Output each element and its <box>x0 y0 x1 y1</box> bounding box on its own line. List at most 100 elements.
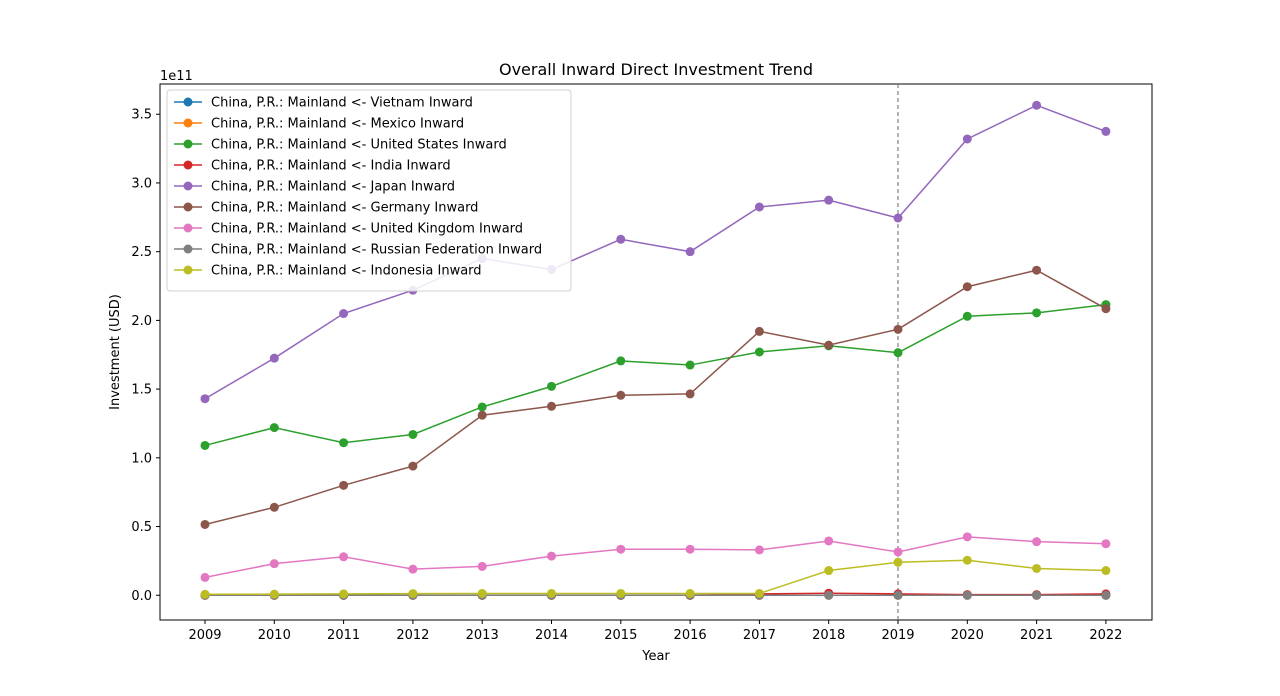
plot-area: 2009 2010 2011 2012 2013 2014 2015 2016 2017 2018… <box>131 83 1153 643</box>
data-point <box>477 402 487 412</box>
data-point <box>547 551 556 561</box>
data-point <box>200 589 210 599</box>
legend-entry: China, P.R.: Mainland <- Indonesia Inwar… <box>174 264 482 279</box>
data-point <box>547 381 556 391</box>
plot-frame <box>159 83 1153 621</box>
data-point <box>754 347 764 357</box>
x-tick-label: 2019 <box>881 628 914 643</box>
data-point <box>962 555 972 565</box>
data-point <box>339 480 349 490</box>
data-point <box>962 134 972 144</box>
data-point <box>269 423 279 433</box>
legend-label: China, P.R.: Mainland <- Indonesia Inwar… <box>211 264 482 279</box>
y-tick-label: 0.0 <box>131 589 152 604</box>
series-line <box>204 303 1106 447</box>
data-point <box>1101 304 1111 314</box>
data-point <box>1101 126 1111 136</box>
data-point <box>1032 308 1042 318</box>
legend-entry: China, P.R.: Mainland <- Russian Federat… <box>174 243 542 258</box>
x-tick-label: 2022 <box>1089 628 1122 643</box>
series-line <box>204 104 1107 400</box>
data-point <box>754 588 764 598</box>
y-tick-label: 2.5 <box>131 245 152 260</box>
data-point <box>685 389 695 399</box>
x-tick-label: 2009 <box>188 628 221 643</box>
data-point <box>893 547 903 557</box>
data-point <box>408 589 418 599</box>
legend-marker <box>183 265 193 275</box>
legend-label: China, P.R.: Mainland <- Mexico Inward <box>211 117 464 132</box>
x-tick-label: 2020 <box>951 628 984 643</box>
legend-entry: China, P.R.: Mainland <- United Kingdom … <box>174 222 523 237</box>
data-point <box>408 461 418 471</box>
data-point <box>1101 539 1111 549</box>
series-line <box>204 536 1106 579</box>
legend-marker <box>183 160 193 170</box>
data-point <box>1101 590 1111 600</box>
series-7 <box>200 590 1111 600</box>
data-point <box>616 234 626 244</box>
series-5 <box>200 265 1111 529</box>
x-tick-label: 2010 <box>258 628 291 643</box>
data-point <box>269 589 279 599</box>
data-point <box>339 552 349 562</box>
data-point <box>824 195 834 205</box>
data-point <box>200 394 210 404</box>
data-point <box>339 309 349 319</box>
x-axis-label: Year <box>641 649 670 664</box>
legend-label: China, P.R.: Mainland <- India Inward <box>211 159 451 174</box>
legend-marker <box>183 223 193 233</box>
data-point <box>824 590 834 600</box>
data-point <box>685 588 695 598</box>
data-point <box>824 340 834 350</box>
data-point <box>477 410 487 420</box>
y-offset-label: 1e11 <box>160 69 193 84</box>
chart-title: Overall Inward Direct Investment Trend <box>499 60 813 79</box>
legend-marker <box>183 139 193 149</box>
legend-marker <box>183 202 193 212</box>
data-point <box>754 545 764 555</box>
data-point <box>616 544 626 554</box>
legend-box <box>166 89 572 292</box>
data-point <box>685 360 695 370</box>
x-tick-label: 2018 <box>812 628 845 643</box>
data-point <box>339 589 349 599</box>
data-point <box>754 202 764 212</box>
series-4 <box>200 100 1111 404</box>
legend-entry: China, P.R.: Mainland <- Mexico Inward <box>174 117 464 132</box>
x-tick-label: 2017 <box>743 628 776 643</box>
data-point <box>962 311 972 321</box>
data-point <box>477 561 487 571</box>
data-point <box>893 348 903 358</box>
data-point <box>547 588 556 598</box>
y-tick-label: 1.5 <box>131 383 152 398</box>
legend-marker <box>183 97 193 107</box>
x-tick-label: 2015 <box>604 628 637 643</box>
series-6 <box>200 532 1111 582</box>
y-tick-label: 3.5 <box>131 108 152 123</box>
legend-entry: China, P.R.: Mainland <- India Inward <box>174 159 451 174</box>
data-point <box>1032 100 1042 110</box>
legend: China, P.R.: Mainland <- Vietnam Inward C… <box>166 89 572 292</box>
series-line <box>204 269 1107 526</box>
legend-entry: China, P.R.: Mainland <- United States I… <box>174 138 507 153</box>
data-point <box>200 519 210 529</box>
data-point <box>269 559 279 569</box>
data-point <box>200 440 210 450</box>
data-point <box>1032 563 1042 573</box>
data-point <box>1101 566 1111 576</box>
data-point <box>1032 537 1042 547</box>
series-2 <box>200 300 1111 450</box>
legend-marker <box>183 244 193 254</box>
data-point <box>824 536 834 546</box>
legend-label: China, P.R.: Mainland <- Germany Inward <box>211 201 478 216</box>
x-tick-label: 2013 <box>466 628 499 643</box>
data-point <box>547 401 556 411</box>
legend-entry: China, P.R.: Mainland <- Vietnam Inward <box>174 96 473 111</box>
data-point <box>408 564 418 574</box>
data-point <box>1032 265 1042 275</box>
x-tick-label: 2016 <box>674 628 707 643</box>
data-point <box>269 353 279 363</box>
legend-label: China, P.R.: Mainland <- Japan Inward <box>211 180 455 195</box>
data-point <box>616 390 626 400</box>
